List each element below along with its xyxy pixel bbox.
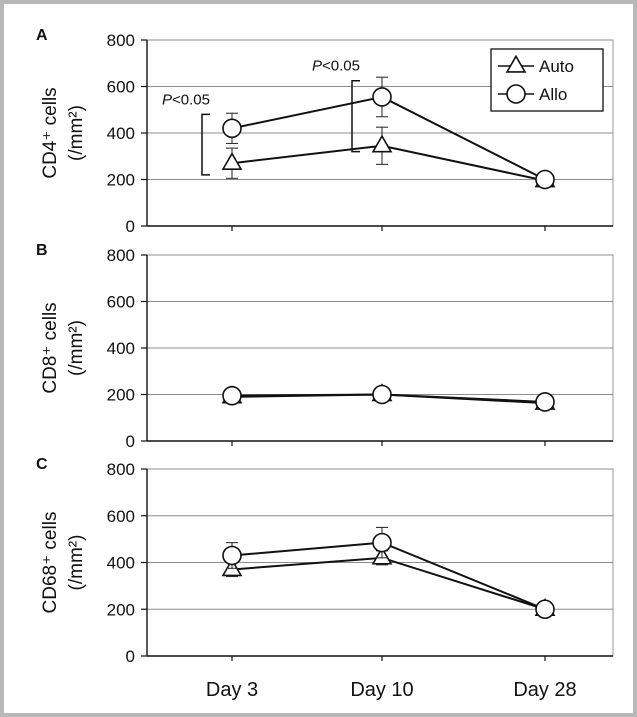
series-allo: [222, 76, 555, 190]
y-axis-unit: (/mm²): [66, 105, 87, 161]
data-point-circle: [222, 385, 242, 406]
data-point-circle: [535, 599, 555, 620]
y-axis-unit: (/mm²): [66, 320, 87, 376]
significance-bracket: [351, 79, 360, 153]
panel-label: A: [36, 27, 48, 44]
y-tick-label: 0: [126, 647, 135, 666]
x-tick-label: Day 10: [350, 679, 413, 701]
x-tick-label: Day 28: [513, 679, 576, 701]
series-auto: [221, 126, 556, 188]
chart-panel-A: 0 200 400 600 800 A CD4⁺ cells (/mm²) P<0.05 P<0.…: [36, 27, 614, 236]
y-tick-label: 600: [107, 293, 135, 312]
chart-panel-B: 0 200 400 600 800 B CD8⁺ cells (/mm²): [36, 242, 614, 451]
y-tick-label: 400: [107, 339, 135, 358]
y-tick-label: 0: [126, 432, 135, 451]
significance-annotation: P<0.05: [162, 91, 210, 176]
legend-triangle-icon: [505, 54, 527, 73]
y-axis-label: CD4⁺ cells: [40, 87, 61, 178]
significance-label: P<0.05: [162, 91, 210, 108]
y-tick-label: 800: [107, 460, 135, 479]
legend-circle-icon: [506, 84, 526, 104]
series-allo: [222, 384, 555, 412]
panel-label: C: [36, 456, 48, 473]
y-axis-label: CD68⁺ cells: [40, 512, 61, 614]
y-axis-unit: (/mm²): [66, 535, 87, 591]
y-tick-label: 0: [126, 217, 135, 236]
significance-bracket: [201, 113, 210, 176]
data-point-triangle: [371, 134, 393, 153]
data-point-circle: [535, 392, 555, 412]
y-tick-label: 200: [107, 386, 135, 405]
data-point-triangle: [221, 151, 243, 170]
legend: Auto Allo: [490, 48, 604, 112]
series-line: [231, 541, 546, 611]
y-tick-label: 800: [107, 246, 135, 265]
legend-label: Allo: [539, 85, 567, 104]
y-tick-label: 200: [107, 171, 135, 190]
data-point-circle: [372, 532, 392, 553]
y-axis-label: CD8⁺ cells: [40, 302, 61, 393]
y-tick-label: 400: [107, 124, 135, 143]
significance-label: P<0.05: [312, 58, 360, 75]
series-allo: [222, 526, 555, 620]
y-tick-label: 400: [107, 554, 135, 573]
data-point-circle: [222, 545, 242, 566]
y-tick-label: 800: [107, 31, 135, 50]
panel-label: B: [36, 242, 48, 259]
y-tick-label: 600: [107, 78, 135, 97]
chart-panel-C: 0 200 400 600 800 C CD68⁺ cells (/mm²): [36, 456, 614, 666]
series-line: [231, 556, 546, 611]
data-point-circle: [535, 169, 555, 190]
x-tick-label: Day 3: [206, 679, 258, 701]
significance-annotation: P<0.05: [312, 58, 360, 153]
y-tick-label: 600: [107, 507, 135, 526]
data-point-circle: [222, 118, 242, 139]
data-point-circle: [372, 384, 392, 405]
legend-label: Auto: [539, 57, 574, 76]
y-tick-label: 200: [107, 600, 135, 619]
series-auto: [221, 546, 556, 616]
data-point-circle: [372, 87, 392, 107]
